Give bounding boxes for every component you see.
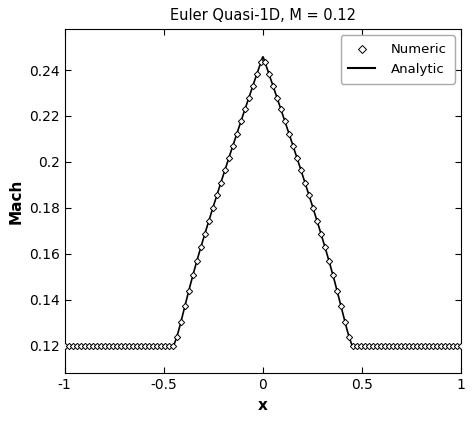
Y-axis label: Mach: Mach [9,178,23,224]
Legend: Numeric, Analytic: Numeric, Analytic [341,35,455,84]
Title: Euler Quasi-1D, M = 0.12: Euler Quasi-1D, M = 0.12 [170,8,356,23]
X-axis label: x: x [258,398,268,413]
